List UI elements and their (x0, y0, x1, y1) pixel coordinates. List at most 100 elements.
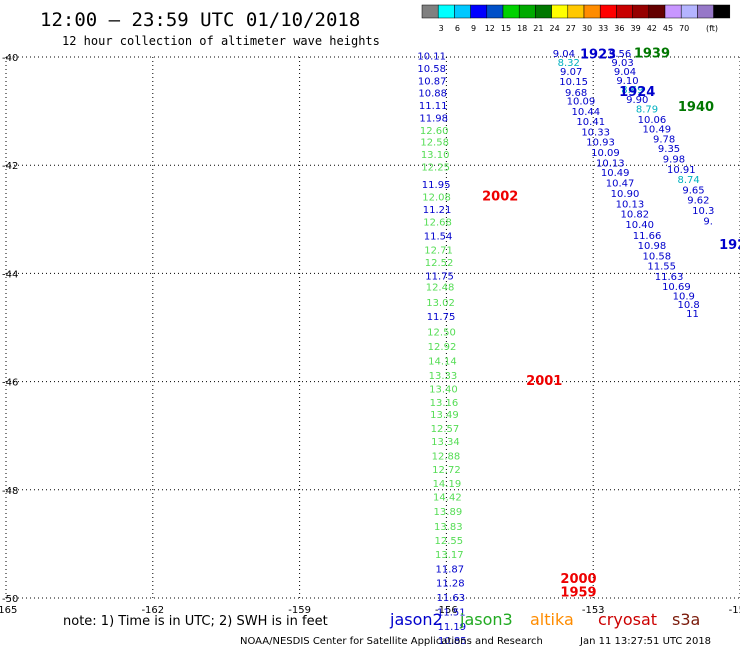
wave-height-value: 12.25 (421, 163, 450, 174)
wave-height-value: 14.14 (428, 356, 457, 367)
wave-height-value: 11.75 (425, 271, 454, 282)
wave-height-value: 10.13 (596, 158, 625, 169)
colorbar: 3 6 9 12 15 18 21 24 27 30 33 36 39 42 45 70 (ft) (421, 4, 731, 33)
wave-height-value: 11.87 (436, 565, 465, 576)
wave-height-value: 10.40 (625, 220, 654, 231)
wave-height-value: 10.09 (567, 97, 596, 108)
wave-height-value: 12.48 (426, 283, 455, 294)
note-text: note: 1) Time is in UTC; 2) SWH is in fe… (63, 614, 328, 629)
colorbar-labels: 3 6 9 12 15 18 21 24 27 30 33 36 39 42 45 70 (439, 24, 690, 33)
wave-height-value: 12.58 (420, 138, 449, 149)
colorbar-swatch (680, 4, 698, 19)
wave-height-value: 13.89 (434, 507, 463, 518)
colorbar-label: 39 (631, 24, 641, 33)
chart-subtitle: 12 hour collection of altimeter wave hei… (62, 34, 380, 48)
wave-height-value: 9. (703, 217, 713, 228)
wave-height-value: 10.49 (601, 168, 630, 179)
colorbar-label: 15 (501, 24, 511, 33)
wave-height-value: 9.68 (565, 88, 587, 99)
wave-height-value: 11.54 (424, 231, 453, 242)
colorbar-label: 36 (614, 24, 624, 33)
colorbar-swatch (567, 4, 585, 19)
colorbar-label: 42 (647, 24, 657, 33)
x-tick-label: -150 (729, 605, 740, 616)
wave-height-value: 10.9 (673, 291, 695, 302)
wave-height-value: 10.91 (667, 165, 696, 176)
track-time-label: 2002 (482, 189, 518, 204)
wave-height-value: 9.90 (626, 95, 648, 106)
wave-height-value: 11.63 (436, 593, 465, 604)
legend-s3a: s3a (672, 610, 700, 629)
wave-height-value: 12.57 (431, 424, 460, 435)
colorbar-swatch (437, 4, 455, 19)
colorbar-swatch (486, 4, 504, 19)
wave-height-value: 12.50 (427, 328, 456, 339)
wave-height-value: 12.60 (420, 126, 449, 137)
wave-height-value: 9.03 (611, 58, 633, 69)
wave-height-value: 10.69 (662, 282, 691, 293)
legend-cryosat: cryosat (598, 610, 657, 629)
wave-height-value: 8.79 (636, 105, 658, 116)
wave-height-value: 10.47 (606, 178, 635, 189)
y-tick-label: -50 (2, 594, 18, 605)
grid (5, 56, 740, 599)
wave-height-value: 10.58 (642, 251, 671, 262)
colorbar-label: 3 (439, 24, 444, 33)
wave-height-value: 10.90 (611, 189, 640, 200)
wave-height-value: 13.49 (430, 410, 459, 421)
wave-height-value: 10.93 (586, 138, 615, 149)
wave-height-value: 13.10 (421, 150, 450, 161)
wave-height-value: 10.11 (417, 52, 446, 63)
colorbar-swatches (421, 4, 731, 19)
wave-height-value: 13.83 (434, 522, 463, 533)
colorbar-label: 9 (471, 24, 476, 33)
data-points: 10.1110.5810.8710.8811.1111.9812.6012.58… (417, 49, 714, 647)
wave-height-value: 11.66 (633, 231, 662, 242)
wave-height-value: 14.19 (433, 479, 462, 490)
wave-height-value: 12.92 (428, 342, 457, 353)
wave-height-value: 10.3 (692, 206, 714, 217)
wave-height-value: 12.88 (432, 452, 461, 463)
wave-height-value: 10.87 (418, 77, 447, 88)
colorbar-swatch (697, 4, 714, 19)
x-tick-label: -156 (435, 605, 458, 616)
colorbar-label: 6 (455, 24, 460, 33)
y-axis-ticks: -40 -42 -44 -46 -48 -50 (2, 53, 18, 605)
colorbar-label: 27 (566, 24, 576, 33)
legend-altika: altika (530, 610, 574, 629)
legend-jason3: jason3 (459, 610, 513, 629)
colorbar-label: 30 (582, 24, 592, 33)
track-time-label: 1923 (580, 48, 616, 63)
wave-height-value: 10.09 (591, 148, 620, 159)
wave-height-value: 11.98 (419, 113, 448, 124)
legend-jason2: jason2 (389, 610, 443, 629)
colorbar-swatch (664, 4, 682, 19)
wave-height-value: 8.32 (558, 58, 580, 69)
wave-height-value: 12.72 (432, 465, 461, 476)
wave-height-value: 10.44 (572, 107, 601, 118)
track-time-label: 2000 (560, 572, 596, 587)
wave-height-value: 12.71 (424, 245, 453, 256)
colorbar-swatch (713, 4, 731, 19)
wave-height-value: 11 (686, 309, 699, 320)
colorbar-swatch (632, 4, 650, 19)
y-tick-label: -46 (2, 378, 18, 389)
wave-height-value: 10.85 (438, 636, 467, 647)
footer-credit: NOAA/NESDIS Center for Satellite Applica… (240, 636, 543, 647)
colorbar-label: 33 (598, 24, 608, 33)
wave-height-value: 10.58 (417, 64, 446, 75)
wave-height-value: 12.08 (422, 192, 451, 203)
wave-height-value: 9.62 (687, 196, 709, 207)
wave-height-value: 11.28 (436, 579, 465, 590)
track-time-label: 2001 (526, 374, 562, 389)
x-tick-label: -159 (288, 605, 311, 616)
wave-height-value: 11.95 (422, 180, 451, 191)
wave-height-value: 9.10 (616, 76, 638, 87)
wave-height-value: 13.33 (429, 371, 458, 382)
track-time-label: 192 (719, 238, 740, 253)
y-tick-label: -42 (2, 161, 18, 172)
wave-height-value: 9.35 (658, 144, 680, 155)
wave-height-value: 10.82 (620, 210, 649, 221)
colorbar-swatch (599, 4, 617, 19)
